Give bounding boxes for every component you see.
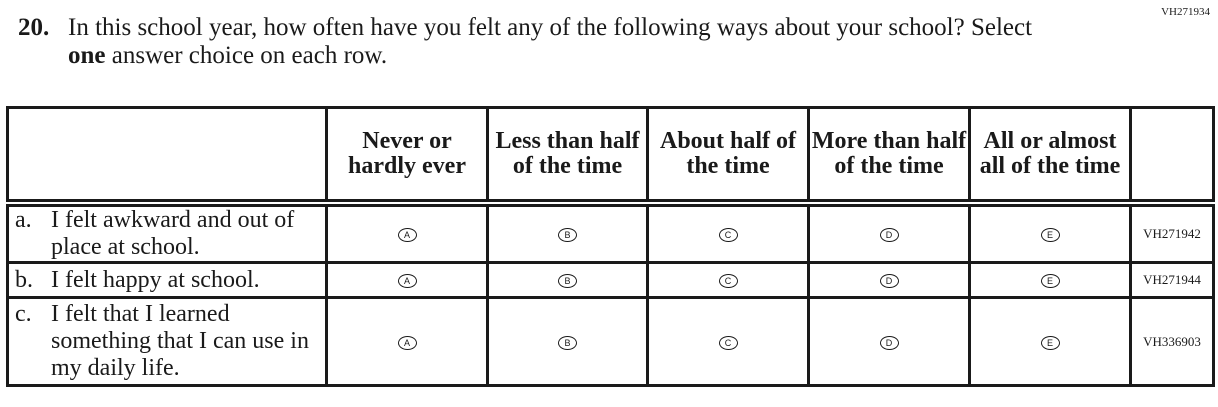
question-number: 20. — [18, 14, 50, 41]
question-id: VH271934 — [1161, 6, 1210, 18]
option-cell: D — [807, 261, 971, 299]
answer-bubble-c[interactable]: C — [718, 335, 738, 350]
table-row: a. I felt awkward and out of place at sch… — [6, 201, 1215, 264]
response-grid: Never or hardly ever Less than half of t… — [6, 106, 1215, 387]
item-code: VH336903 — [1129, 296, 1215, 387]
item-letter: a. — [15, 207, 32, 233]
option-cell: E — [968, 261, 1132, 299]
table-row: c. I felt that I learned something that I… — [6, 296, 1215, 387]
answer-bubble-d[interactable]: D — [879, 274, 899, 288]
item-text: I felt that I learned something that I c… — [51, 301, 309, 381]
item-text: I felt awkward and out of place at schoo… — [51, 207, 295, 260]
header-row: Never or hardly ever Less than half of t… — [6, 106, 1215, 207]
item-cell: b. I felt happy at school. — [6, 261, 328, 299]
answer-bubble-a[interactable]: A — [397, 228, 417, 242]
answer-bubble-e[interactable]: E — [1040, 274, 1060, 288]
column-header: Never or hardly ever — [325, 106, 489, 207]
option-cell: A — [325, 296, 489, 387]
question-text-bold: one — [68, 42, 106, 69]
answer-bubble-e[interactable]: E — [1040, 335, 1060, 350]
item-letter: c. — [15, 301, 32, 327]
option-cell: C — [646, 201, 810, 264]
question-text-after: answer choice on each row. — [105, 42, 388, 69]
item-letter: b. — [15, 266, 33, 293]
header-blank — [6, 106, 328, 207]
question-text-before: In this school year, how often have you … — [68, 14, 1033, 41]
option-cell: A — [325, 261, 489, 299]
answer-bubble-d[interactable]: D — [879, 335, 899, 350]
item-code: VH271942 — [1129, 201, 1215, 264]
item-cell: c. I felt that I learned something that I… — [6, 296, 328, 387]
option-cell: B — [486, 201, 649, 264]
column-header: More than half of the time — [807, 106, 971, 207]
item-cell: a. I felt awkward and out of place at sch… — [6, 201, 328, 264]
option-cell: A — [325, 201, 489, 264]
option-cell: D — [807, 296, 971, 387]
answer-bubble-c[interactable]: C — [718, 274, 738, 288]
answer-bubble-a[interactable]: A — [397, 274, 417, 288]
column-header: Less than half of the time — [486, 106, 649, 207]
answer-bubble-e[interactable]: E — [1040, 228, 1060, 242]
option-cell: E — [968, 296, 1132, 387]
answer-bubble-b[interactable]: B — [558, 335, 577, 350]
option-cell: C — [646, 296, 810, 387]
item-code: VH271944 — [1129, 261, 1215, 299]
answer-bubble-c[interactable]: C — [718, 228, 738, 242]
column-header: About half of the time — [646, 106, 810, 207]
table-row: b. I felt happy at school. A B C D E VH271944 — [6, 261, 1215, 299]
option-cell: B — [486, 261, 649, 299]
header-blank — [1129, 106, 1215, 207]
column-header: All or almost all of the time — [968, 106, 1132, 207]
answer-bubble-a[interactable]: A — [397, 335, 417, 350]
question-text: In this school year, how often have you … — [68, 14, 1048, 70]
option-cell: E — [968, 201, 1132, 264]
answer-bubble-b[interactable]: B — [558, 228, 577, 242]
option-cell: D — [807, 201, 971, 264]
item-text: I felt happy at school. — [51, 266, 260, 293]
option-cell: C — [646, 261, 810, 299]
answer-bubble-d[interactable]: D — [879, 228, 899, 242]
option-cell: B — [486, 296, 649, 387]
answer-bubble-b[interactable]: B — [558, 274, 577, 288]
